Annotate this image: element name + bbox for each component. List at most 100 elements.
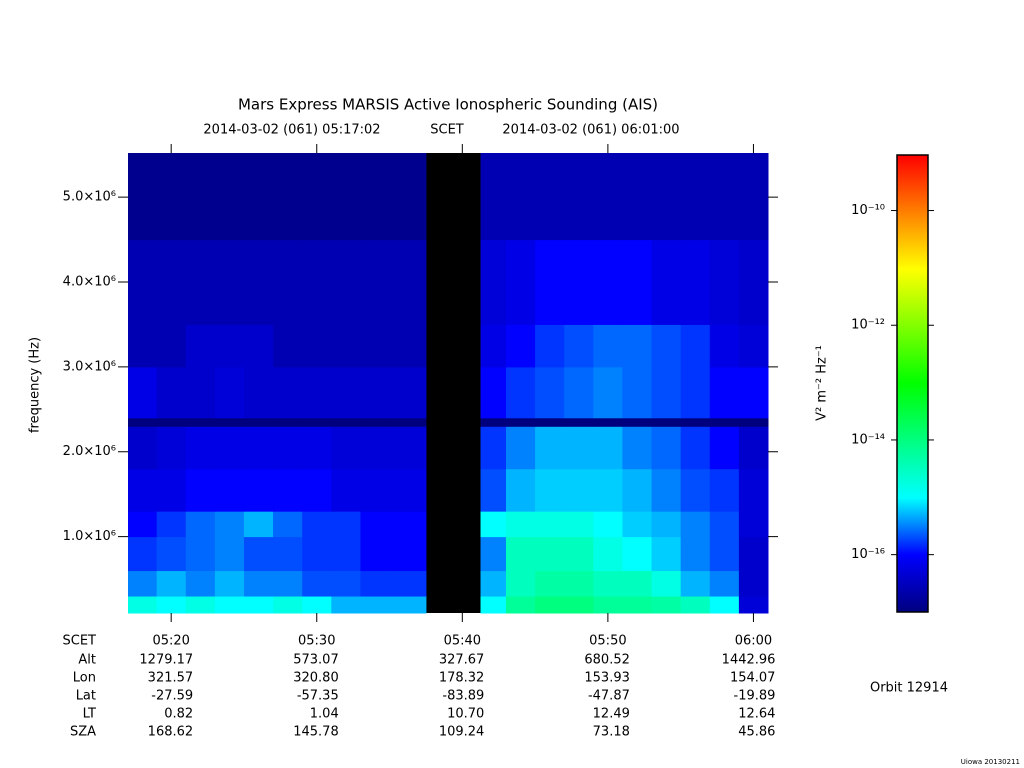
colorbar-tick-label: 10⁻¹² [851, 318, 885, 333]
ephemeris-value: 153.93 [584, 671, 630, 686]
ephemeris-label: Lon [73, 671, 96, 686]
spectrogram-cell [214, 570, 245, 597]
spectrogram-cell [535, 596, 565, 614]
spectrogram-cell [593, 153, 623, 241]
colorbar-label: V² m⁻² Hz⁻¹ [815, 345, 830, 421]
spectrogram-cell [738, 511, 769, 538]
spectrogram-cell [185, 239, 216, 325]
spectrogram-cell [156, 536, 187, 572]
spectrogram-cell [389, 570, 427, 597]
time-system: SCET [430, 123, 464, 138]
spectrogram-cell [128, 570, 158, 597]
spectrogram-cell [214, 324, 245, 368]
ephemeris-value: 1279.17 [139, 653, 193, 668]
y-tick-label: 3.0×10⁶ [63, 359, 116, 374]
ephemeris-value: 321.57 [148, 671, 194, 686]
spectrogram-cell [156, 239, 187, 325]
ephemeris-value: 680.52 [584, 653, 630, 668]
spectrogram-cell [331, 570, 361, 597]
spectrogram-cell [593, 324, 623, 368]
spectrogram-cell [480, 536, 507, 572]
spectrogram-cell [389, 324, 427, 368]
spectrogram-cell [505, 239, 536, 325]
spectrogram-cell [389, 596, 427, 614]
x-tick-label: 05:50 [589, 634, 626, 649]
spectrogram-cell [564, 536, 594, 572]
spectrogram-cell [680, 511, 711, 538]
spectrogram-cell [505, 468, 536, 512]
spectrogram-cell [535, 511, 565, 538]
spectrogram-cell [564, 324, 594, 368]
spectrogram-cell [505, 511, 536, 538]
spectrogram-cell [389, 366, 427, 419]
spectrogram-cell [480, 366, 507, 419]
spectrogram-cell [505, 570, 536, 597]
spectrogram-cell [302, 596, 332, 614]
ephemeris-value: 573.07 [293, 653, 339, 668]
spectrogram-cell [738, 366, 769, 419]
y-tick-label: 4.0×10⁶ [63, 275, 116, 290]
spectrogram-cell [622, 596, 653, 614]
spectrogram-cell [360, 426, 391, 470]
spectrogram-cell [535, 324, 565, 368]
spectrogram-cell [709, 570, 740, 597]
spectrogram-cell [480, 468, 507, 512]
ephemeris-label: Alt [78, 653, 96, 668]
spectrogram-cell [214, 468, 245, 512]
spectrogram-cell [360, 536, 391, 572]
spectrogram-cell [505, 153, 536, 241]
ephemeris-value: 45.86 [738, 725, 775, 740]
spectrogram-cell [128, 511, 158, 538]
ephemeris-value: -19.89 [734, 689, 776, 704]
spectrogram-cell [273, 570, 303, 597]
spectrogram-cell [738, 426, 769, 470]
ephemeris-value: 0.82 [164, 707, 193, 722]
spectrogram-cell [331, 239, 361, 325]
ephemeris-value: 1.04 [310, 707, 339, 722]
spectrogram-cell [128, 468, 158, 512]
spectrogram-cell [622, 324, 653, 368]
spectrogram-cell [128, 417, 158, 427]
spectrogram-cell [128, 324, 158, 368]
y-tick-label: 2.0×10⁶ [63, 444, 116, 459]
spectrogram-cell [680, 570, 711, 597]
chart-title: Mars Express MARSIS Active Ionospheric S… [238, 96, 658, 114]
spectrogram-cell [480, 324, 507, 368]
spectrogram-cell [128, 426, 158, 470]
spectrogram-cell [360, 417, 391, 427]
spectrogram-cell [564, 596, 594, 614]
spectrogram-cell [680, 153, 711, 241]
spectrogram-cell [651, 596, 682, 614]
spectrogram-cell [273, 324, 303, 368]
spectrogram-cell [331, 511, 361, 538]
spectrogram-cell [302, 153, 332, 241]
spectrogram-cell [185, 426, 216, 470]
spectrogram-cell [622, 417, 653, 427]
spectrogram-cell [302, 511, 332, 538]
ephemeris-value: 320.80 [293, 671, 339, 686]
spectrogram-cell [185, 570, 216, 597]
spectrogram-cell [273, 417, 303, 427]
spectrogram-cell [622, 426, 653, 470]
spectrogram-cell [243, 596, 274, 614]
spectrogram-cell [535, 239, 565, 325]
spectrogram-cell [243, 536, 274, 572]
spectrogram-cell [389, 153, 427, 241]
ephemeris-label: SZA [70, 725, 96, 740]
ephemeris-value: -57.35 [297, 689, 339, 704]
spectrogram-cell [302, 426, 332, 470]
spectrogram-cell [302, 468, 332, 512]
spectrogram-cell [273, 153, 303, 241]
spectrogram-cell [709, 417, 740, 427]
spectrogram-cell [480, 153, 507, 241]
spectrogram-cell [331, 536, 361, 572]
spectrogram-cell [389, 239, 427, 325]
colorbar-tick-label: 10⁻¹⁴ [851, 432, 885, 447]
spectrogram-cell [738, 417, 769, 427]
spectrogram-cell [593, 417, 623, 427]
spectrogram-cell [564, 468, 594, 512]
spectrogram-cell [622, 468, 653, 512]
spectrogram-cell [331, 417, 361, 427]
spectrogram-cell [331, 153, 361, 241]
spectrogram-cell [535, 366, 565, 419]
